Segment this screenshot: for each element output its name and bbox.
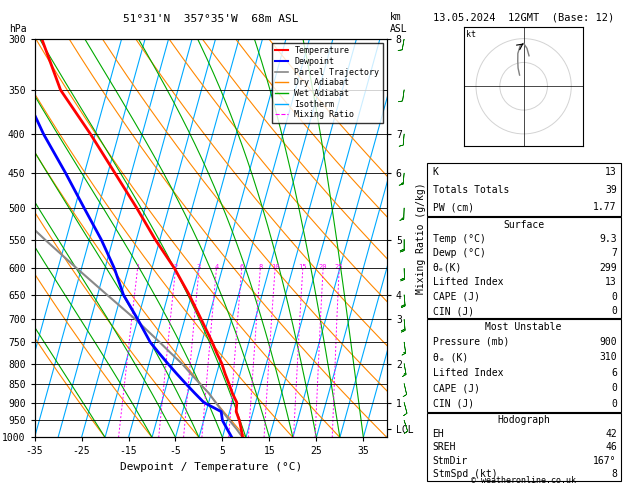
Text: Dewp (°C): Dewp (°C) <box>433 248 486 259</box>
Text: CAPE (J): CAPE (J) <box>433 292 479 302</box>
Text: 0: 0 <box>611 399 617 409</box>
Text: hPa: hPa <box>9 24 27 34</box>
Text: 6: 6 <box>611 368 617 378</box>
Text: 8: 8 <box>258 264 262 270</box>
Text: Temp (°C): Temp (°C) <box>433 234 486 244</box>
Text: 10: 10 <box>271 264 279 270</box>
Bar <box>426 413 621 481</box>
Text: 0: 0 <box>611 383 617 393</box>
Text: 1: 1 <box>135 264 140 270</box>
Text: 13: 13 <box>605 278 617 287</box>
Text: 310: 310 <box>599 352 617 362</box>
Text: Lifted Index: Lifted Index <box>433 368 503 378</box>
X-axis label: Dewpoint / Temperature (°C): Dewpoint / Temperature (°C) <box>120 462 302 472</box>
Text: 6: 6 <box>240 264 244 270</box>
Text: PW (cm): PW (cm) <box>433 202 474 212</box>
Text: 20: 20 <box>319 264 327 270</box>
Text: 4: 4 <box>214 264 219 270</box>
Text: 0: 0 <box>611 306 617 316</box>
Text: 42: 42 <box>605 429 617 439</box>
Text: 167°: 167° <box>593 456 617 466</box>
Text: 1.77: 1.77 <box>593 202 617 212</box>
Text: K: K <box>433 167 438 177</box>
Text: km
ASL: km ASL <box>390 13 408 34</box>
Bar <box>426 217 621 318</box>
Text: StmDir: StmDir <box>433 456 468 466</box>
Text: EH: EH <box>433 429 444 439</box>
Text: CIN (J): CIN (J) <box>433 306 474 316</box>
Text: 51°31'N  357°35'W  68m ASL: 51°31'N 357°35'W 68m ASL <box>123 14 299 24</box>
Text: 3: 3 <box>197 264 201 270</box>
Text: Hodograph: Hodograph <box>497 415 550 425</box>
Text: θₑ(K): θₑ(K) <box>433 263 462 273</box>
Text: Surface: Surface <box>503 220 544 229</box>
Text: CIN (J): CIN (J) <box>433 399 474 409</box>
Text: 39: 39 <box>605 185 617 194</box>
Text: © weatheronline.co.uk: © weatheronline.co.uk <box>471 476 576 485</box>
Text: Lifted Index: Lifted Index <box>433 278 503 287</box>
Text: θₑ (K): θₑ (K) <box>433 352 468 362</box>
Bar <box>426 319 621 412</box>
Text: 8: 8 <box>611 469 617 479</box>
Text: Totals Totals: Totals Totals <box>433 185 509 194</box>
Text: 46: 46 <box>605 442 617 452</box>
Text: 9.3: 9.3 <box>599 234 617 244</box>
Text: 15: 15 <box>299 264 307 270</box>
Text: StmSpd (kt): StmSpd (kt) <box>433 469 497 479</box>
Text: Pressure (mb): Pressure (mb) <box>433 337 509 347</box>
Text: 13: 13 <box>605 167 617 177</box>
Text: CAPE (J): CAPE (J) <box>433 383 479 393</box>
Text: 7: 7 <box>611 248 617 259</box>
Text: kt: kt <box>467 30 477 39</box>
Text: Mixing Ratio (g/kg): Mixing Ratio (g/kg) <box>416 182 426 294</box>
Text: 25: 25 <box>335 264 343 270</box>
Legend: Temperature, Dewpoint, Parcel Trajectory, Dry Adiabat, Wet Adiabat, Isotherm, Mi: Temperature, Dewpoint, Parcel Trajectory… <box>272 43 382 122</box>
Text: SREH: SREH <box>433 442 456 452</box>
Text: Most Unstable: Most Unstable <box>486 322 562 331</box>
Text: 0: 0 <box>611 292 617 302</box>
Text: 299: 299 <box>599 263 617 273</box>
Text: 2: 2 <box>174 264 178 270</box>
Text: 900: 900 <box>599 337 617 347</box>
Text: 13.05.2024  12GMT  (Base: 12): 13.05.2024 12GMT (Base: 12) <box>433 12 615 22</box>
Bar <box>426 163 621 216</box>
